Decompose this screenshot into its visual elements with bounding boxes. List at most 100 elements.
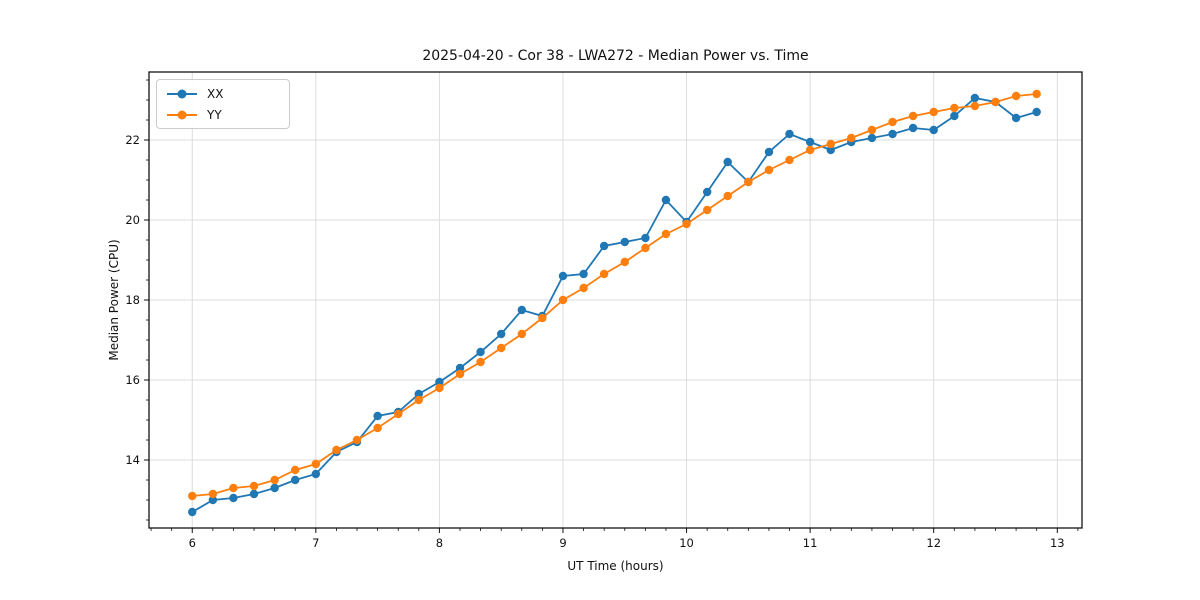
series-yy-point — [435, 383, 444, 393]
y-tick-label: 20 — [125, 213, 140, 227]
series-yy-point — [805, 145, 815, 155]
series-yy-point — [270, 475, 279, 485]
series-yy-point — [888, 117, 897, 127]
series-yy-point — [867, 125, 877, 135]
series-yy — [188, 89, 1041, 501]
series-yy-point — [991, 97, 1000, 107]
series-yy-point — [641, 243, 650, 253]
series-xx-point — [826, 145, 835, 155]
series-xx-point — [311, 469, 321, 479]
x-axis-ticks: 6 7 8 9 10 11 12 13 — [189, 528, 1065, 550]
x-tick-label: 6 — [189, 536, 196, 550]
series-xx-point — [476, 347, 485, 357]
series-yy-point — [908, 111, 918, 121]
series-xx-point — [373, 411, 382, 421]
legend-label-xx: XX — [207, 86, 224, 101]
series-xx-point — [435, 377, 444, 387]
series-yy-point — [723, 191, 732, 201]
legend-dot-icon — [177, 110, 187, 119]
x-tick-label: 8 — [436, 536, 443, 550]
minor-ticks — [146, 79, 1079, 531]
series-yy-point — [579, 283, 588, 293]
series-yy-point — [620, 257, 629, 267]
series-yy-point — [311, 459, 321, 469]
legend-label-yy: YY — [207, 107, 222, 122]
series-xx-point — [188, 507, 197, 517]
series-yy-point — [702, 205, 712, 215]
plot-frame — [148, 71, 1083, 529]
series-yy-point — [847, 133, 856, 143]
series-xx-point — [929, 125, 938, 135]
series-yy-point — [373, 423, 382, 433]
legend: XX YY — [156, 79, 290, 129]
series-xx-point — [270, 483, 279, 493]
legend-line-marker-xx — [167, 89, 197, 98]
series-xx-point — [805, 137, 815, 147]
series-yy-point — [558, 295, 568, 305]
x-tick-label: 11 — [803, 536, 818, 550]
series-xx-point — [599, 241, 609, 251]
y-tick-label: 18 — [125, 293, 140, 307]
series-yy-point — [476, 357, 485, 367]
series-yy-point — [599, 269, 609, 279]
series-xx-point — [249, 489, 259, 499]
x-tick-label: 10 — [679, 536, 694, 550]
series-xx-point — [579, 269, 588, 279]
series-yy-point — [496, 343, 506, 353]
chart-title: 2025-04-20 - Cor 38 - LWA272 - Median Po… — [422, 48, 809, 64]
series-xx-point — [414, 389, 423, 399]
series-xx-point — [455, 363, 465, 373]
series-xx-point — [620, 237, 629, 247]
series-yy-point — [1032, 89, 1041, 99]
series-xx-point — [764, 147, 774, 157]
series-xx-point — [702, 187, 712, 197]
x-tick-label: 9 — [559, 536, 566, 550]
legend-dot-icon — [177, 89, 187, 98]
series-xx-point — [1011, 113, 1021, 123]
series-yy-point — [950, 103, 959, 113]
series-xx-point — [229, 493, 238, 503]
series-xx-point — [970, 93, 980, 103]
series-yy-point — [1011, 91, 1021, 101]
series-yy-point — [661, 229, 671, 239]
y-tick-label: 14 — [125, 453, 140, 467]
series-xx-point — [908, 123, 918, 133]
series-xx-point — [785, 129, 794, 139]
x-tick-label: 13 — [1050, 536, 1065, 550]
series-yy-point — [249, 481, 259, 491]
series-yy-point — [538, 313, 547, 323]
series-xx-point — [950, 111, 959, 121]
series-yy-point — [394, 409, 403, 419]
series-yy-point — [970, 101, 980, 111]
legend-line-marker-yy — [167, 110, 197, 119]
series-yy-point — [744, 177, 753, 187]
series-yy-point — [764, 165, 774, 175]
x-tick-label: 12 — [926, 536, 941, 550]
series-xx-point — [723, 157, 732, 167]
legend-item-xx: XX — [167, 86, 279, 101]
x-tick-label: 7 — [312, 536, 319, 550]
series-xx-point — [558, 271, 568, 281]
series-yy-point — [785, 155, 794, 165]
y-axis-label: Median Power (CPU) — [107, 239, 121, 361]
x-axis-label: UT Time (hours) — [567, 559, 664, 573]
series-xx-point — [661, 195, 671, 205]
series-yy-point — [414, 395, 423, 405]
series-yy-line — [192, 93, 1037, 497]
series-yy-point — [332, 445, 341, 455]
series-yy-point — [682, 219, 691, 229]
series-xx-point — [208, 495, 218, 505]
series-xx-point — [290, 475, 300, 485]
series-xx-point — [888, 129, 897, 139]
series-yy-point — [352, 435, 362, 445]
series-xx-point — [641, 233, 650, 243]
series-yy-point — [188, 491, 197, 501]
gridlines — [149, 72, 1082, 528]
series-yy-point — [455, 369, 465, 379]
series-xx-point — [496, 329, 506, 339]
series-xx-point — [867, 133, 877, 143]
series-yy-point — [929, 107, 938, 117]
y-tick-label: 22 — [125, 133, 140, 147]
